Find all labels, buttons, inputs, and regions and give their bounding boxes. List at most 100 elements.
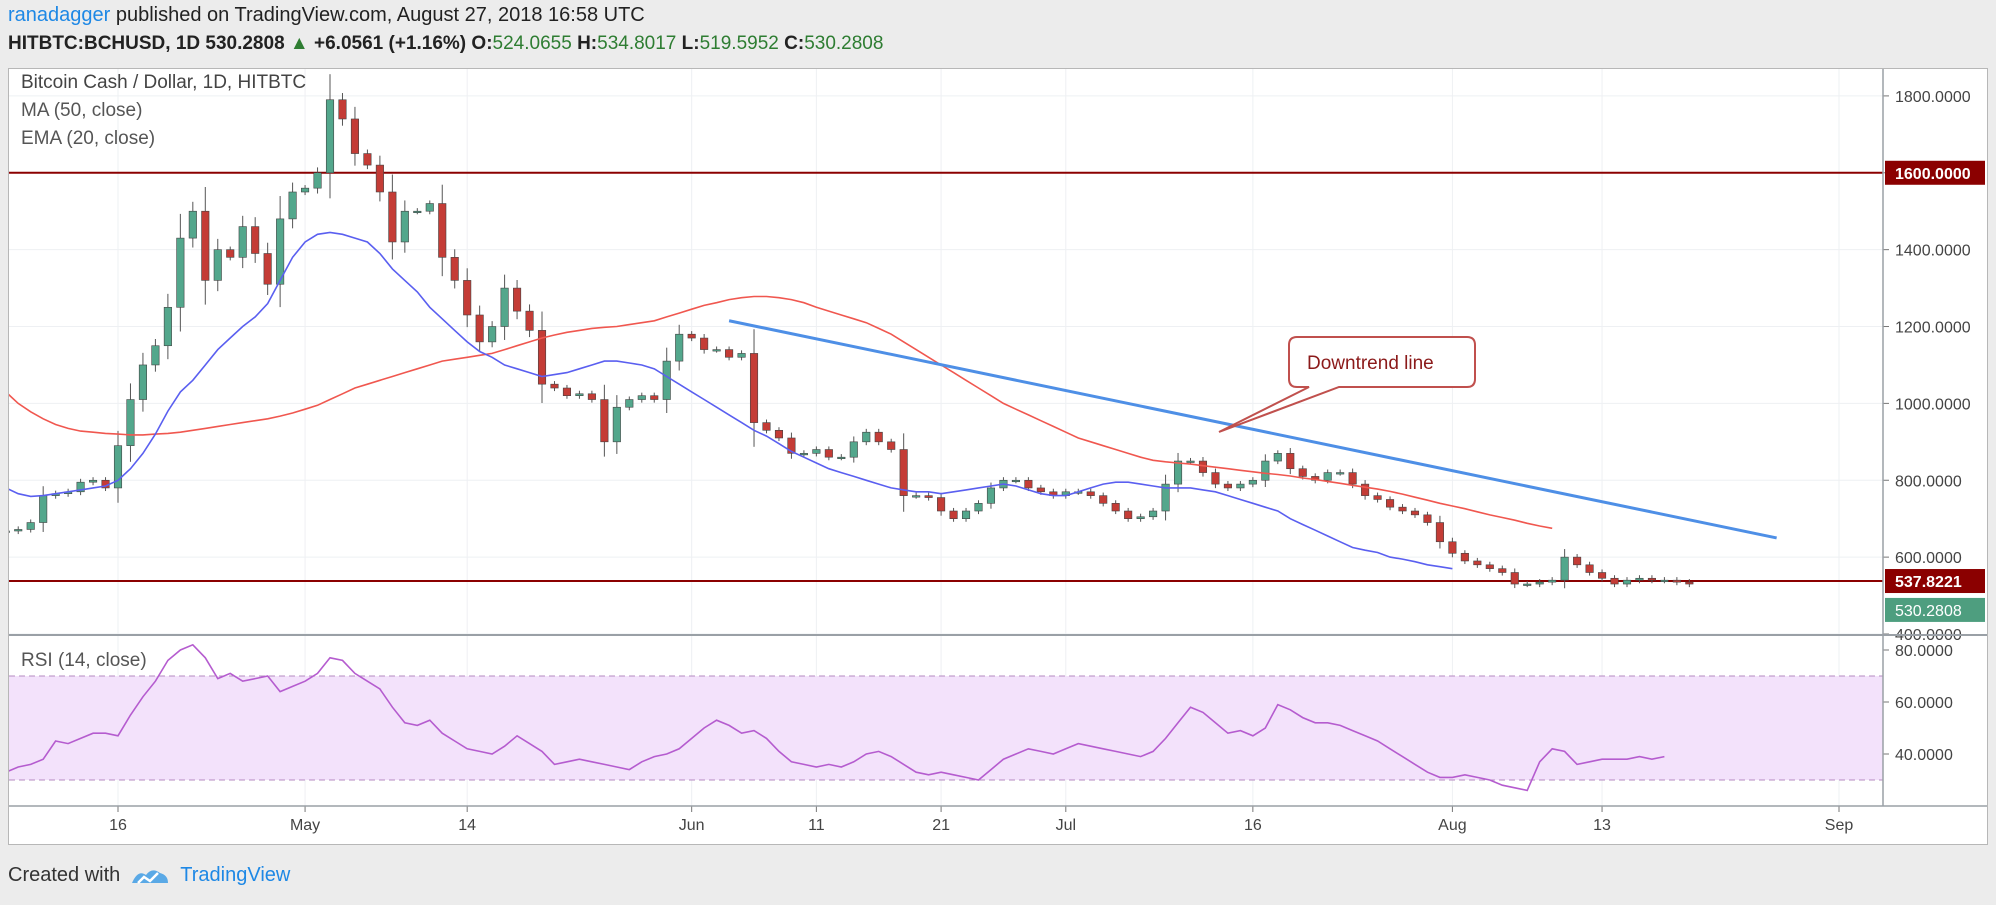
candle-body xyxy=(1261,460,1270,481)
candle xyxy=(463,268,472,328)
candle-body xyxy=(151,345,160,366)
x-tick-label: Jul xyxy=(1056,817,1076,834)
candle xyxy=(500,274,509,340)
candle-body xyxy=(1435,522,1444,543)
candle-body xyxy=(39,495,48,523)
candle-body xyxy=(500,287,509,327)
candle-body xyxy=(301,187,310,193)
candle-body xyxy=(787,437,796,454)
candle xyxy=(1585,561,1594,576)
legend-ema: EMA (20, close) xyxy=(21,128,156,149)
candle xyxy=(1398,504,1407,515)
candle-body xyxy=(1635,577,1644,581)
candle-body xyxy=(475,314,484,343)
change-up-icon: ▲ xyxy=(289,33,309,54)
candle xyxy=(1211,468,1220,489)
downtrend-callout[interactable]: Downtrend line xyxy=(1218,336,1476,433)
candle-body xyxy=(1560,556,1569,581)
candle-body xyxy=(138,364,147,400)
downtrend-line[interactable] xyxy=(728,319,1777,540)
candle-body xyxy=(874,431,883,443)
candle-body xyxy=(1573,556,1582,566)
candle xyxy=(1099,492,1108,507)
candle xyxy=(388,174,397,260)
candle xyxy=(1248,477,1257,488)
candle-body xyxy=(1660,579,1669,582)
candle-body xyxy=(774,429,784,439)
candle xyxy=(1373,492,1382,503)
chart-panel[interactable]: Downtrend line 400.0000 600.0000 800.0000 1… xyxy=(8,68,1988,845)
candle xyxy=(662,347,671,413)
candle xyxy=(513,280,522,320)
candle-body xyxy=(400,210,409,243)
candle xyxy=(625,396,634,411)
candle xyxy=(450,249,459,289)
x-tick-label: Jun xyxy=(679,817,705,834)
candle-body xyxy=(76,481,85,493)
candle-body xyxy=(986,487,996,504)
candle xyxy=(1448,537,1457,558)
price-chart[interactable]: Downtrend line 400.0000600.0000800.00001… xyxy=(9,69,1987,844)
candle xyxy=(1061,488,1070,499)
candle xyxy=(986,482,996,509)
candle-body xyxy=(226,249,235,258)
candle xyxy=(1261,454,1270,487)
candle xyxy=(288,182,297,229)
x-tick-label: 11 xyxy=(808,817,825,834)
candle xyxy=(1622,577,1632,588)
candle-body xyxy=(625,399,634,408)
candle-body xyxy=(213,249,222,281)
candle xyxy=(575,390,584,399)
candle-body xyxy=(1173,460,1183,485)
candle xyxy=(363,149,372,170)
candle-body xyxy=(1523,583,1532,586)
candle xyxy=(924,492,933,501)
candle xyxy=(1660,577,1669,584)
y-tick-label: 800.0000 xyxy=(1895,473,1962,490)
candle xyxy=(1386,496,1395,511)
candle xyxy=(176,213,185,332)
candle-body xyxy=(1086,491,1095,496)
candle-body xyxy=(1485,564,1494,569)
candle-body xyxy=(737,353,746,358)
candle-body xyxy=(749,353,759,423)
candle xyxy=(1672,577,1681,586)
candle xyxy=(812,446,821,457)
candle-body xyxy=(675,333,684,362)
candle xyxy=(1685,579,1694,588)
candle-body xyxy=(1248,479,1257,485)
candle-body xyxy=(413,210,422,214)
candle xyxy=(824,446,833,461)
candle-body xyxy=(1223,483,1232,489)
candle-body xyxy=(799,453,808,456)
candle xyxy=(1124,507,1133,522)
candle-body xyxy=(263,253,272,285)
candle xyxy=(76,478,85,496)
open-label: O: xyxy=(471,33,493,54)
x-tick-label: 14 xyxy=(458,817,476,834)
x-tick-label: 16 xyxy=(109,817,127,834)
candle-body xyxy=(837,456,846,459)
footer: Created with TradingView xyxy=(8,864,290,887)
candle xyxy=(213,238,222,292)
tradingview-link[interactable]: TradingView xyxy=(180,864,291,886)
x-tick-label: Sep xyxy=(1825,817,1854,834)
candle-body xyxy=(637,395,646,400)
candle xyxy=(1236,481,1245,492)
candle xyxy=(874,428,883,446)
candle xyxy=(525,304,534,338)
candle-body xyxy=(812,449,821,454)
publisher-link[interactable]: ranadagger xyxy=(8,4,111,26)
high-label: H: xyxy=(577,33,598,54)
candle-body xyxy=(488,326,497,343)
callout-shape xyxy=(1218,336,1476,433)
candlesticks xyxy=(9,74,1694,589)
candle xyxy=(787,432,796,459)
candle xyxy=(862,428,871,446)
candle-body xyxy=(176,237,185,308)
candle xyxy=(937,492,946,516)
candle xyxy=(887,438,896,453)
candle xyxy=(1361,480,1370,500)
candle xyxy=(550,381,559,392)
candle-body xyxy=(961,510,971,519)
